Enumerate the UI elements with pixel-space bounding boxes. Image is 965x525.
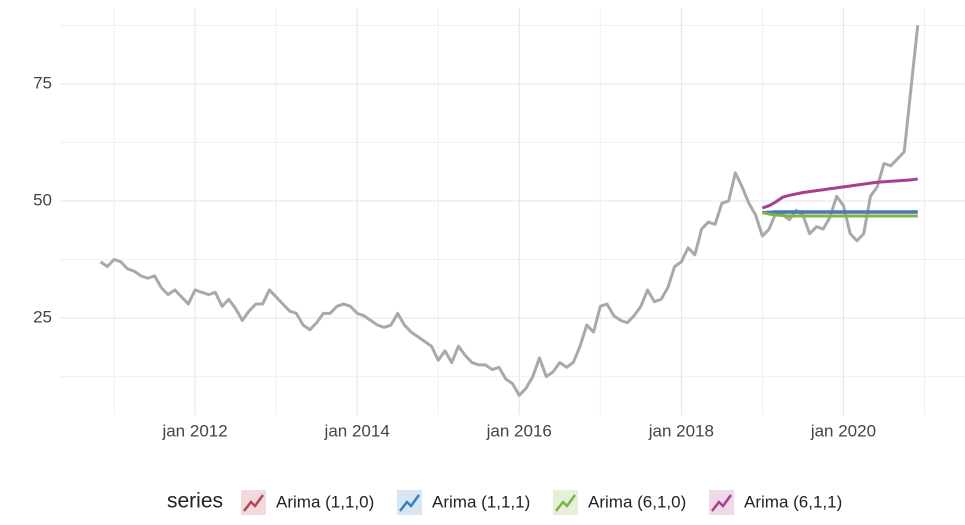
legend-label: Arima (1,1,1)	[432, 492, 530, 511]
legend-label: Arima (6,1,0)	[588, 492, 686, 511]
legend-key-line	[555, 494, 577, 512]
legend-key-line	[243, 494, 265, 512]
y-tick-label: 75	[33, 73, 52, 92]
forecast-line	[761, 177, 918, 210]
x-tick-label: jan 2016	[486, 421, 552, 440]
legend-title: series	[167, 490, 223, 513]
legend-label: Arima (6,1,1)	[744, 492, 842, 511]
y-tick-label: 50	[33, 190, 52, 209]
forecast-line	[762, 210, 918, 215]
legend-key-line	[711, 494, 733, 512]
x-tick-label: jan 2020	[810, 421, 876, 440]
x-tick-label: jan 2014	[324, 421, 390, 440]
x-tick-label: jan 2018	[648, 421, 714, 440]
forecast-line	[762, 211, 918, 218]
x-tick-label: jan 2012	[161, 421, 227, 440]
y-tick-label: 25	[33, 308, 52, 327]
legend-label: Arima (1,1,0)	[276, 492, 374, 511]
axes: 25 50 75 jan 2012 jan 2014 jan 2016 jan 2018 ja…	[33, 73, 876, 440]
legend: series Arima (1,1,0) Arima (1,1,1) Arima (…	[167, 490, 842, 515]
legend-key-line	[399, 494, 421, 512]
plot-lines	[99, 25, 920, 397]
